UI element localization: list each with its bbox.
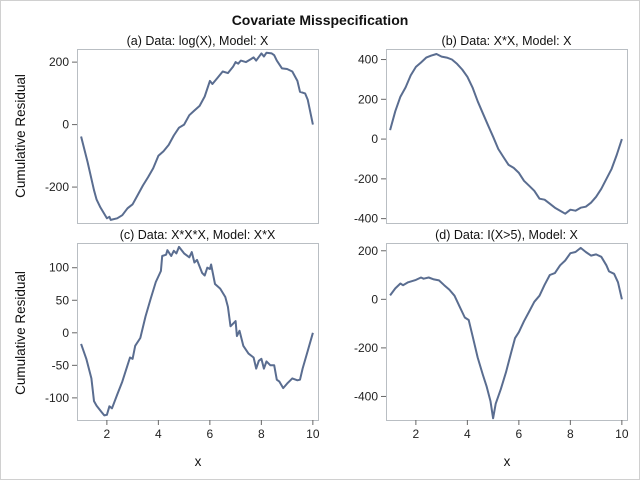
panel-b: (b) Data: X*X, Model: X 400 200 0 -200 -400 — [354, 34, 628, 226]
y-axis-label-bottom: Cumulative Residual — [13, 271, 28, 395]
plot-frame — [77, 243, 319, 421]
y-tick-label: -50 — [52, 358, 70, 372]
x-tick-label: 6 — [516, 427, 523, 441]
y-tick-label: 200 — [358, 92, 378, 106]
x-axis-label-left: x — [195, 454, 202, 469]
y-tick-label: 50 — [56, 293, 70, 307]
y-tick-label: -100 — [45, 391, 69, 405]
x-tick-label: 2 — [104, 427, 111, 441]
y-axis-label-top: Cumulative Residual — [13, 74, 28, 198]
y-tick-label: 0 — [62, 118, 69, 132]
panel-a: (a) Data: log(X), Model: X 200 0 -200 — [45, 34, 319, 224]
x-tick-label: 4 — [464, 427, 471, 441]
plot-frame — [77, 49, 319, 224]
y-tick-label: -200 — [354, 172, 378, 186]
y-tick-label: 0 — [371, 292, 378, 306]
panel-c: (c) Data: X*X*X, Model: X*X 100 50 0 -50 -100… — [45, 228, 320, 441]
panel-title: (b) Data: X*X, Model: X — [442, 34, 573, 48]
x-tick-label: 6 — [207, 427, 214, 441]
y-tick-label: 0 — [371, 132, 378, 146]
plot-frame — [386, 49, 628, 224]
series-line — [80, 51, 314, 221]
x-tick-label: 8 — [258, 427, 265, 441]
y-tick-label: -200 — [45, 180, 69, 194]
series-line — [80, 245, 314, 417]
panel-title: (a) Data: log(X), Model: X — [127, 34, 269, 48]
y-tick-label: -400 — [354, 212, 378, 226]
panel-d: (d) Data: I(X>5), Model: X 200 0 -200 -400 2 4… — [354, 228, 629, 441]
x-axis-label-right: x — [504, 454, 511, 469]
chart-title: Covariate Misspecification — [232, 12, 409, 28]
y-tick-label: -400 — [354, 389, 378, 403]
y-tick-label: 200 — [358, 244, 378, 258]
y-tick-label: -200 — [354, 341, 378, 355]
y-tick-label: 100 — [49, 261, 69, 275]
series-line — [389, 53, 623, 215]
x-tick-label: 4 — [155, 427, 162, 441]
x-tick-label: 10 — [306, 427, 320, 441]
y-tick-label: 200 — [49, 55, 69, 69]
series-line — [389, 246, 623, 420]
y-tick-label: 0 — [62, 326, 69, 340]
x-tick-label: 8 — [567, 427, 574, 441]
x-tick-label: 10 — [615, 427, 629, 441]
y-tick-label: 400 — [358, 53, 378, 67]
plot-frame — [386, 243, 628, 421]
panel-title: (d) Data: I(X>5), Model: X — [435, 228, 578, 242]
panel-title: (c) Data: X*X*X, Model: X*X — [120, 228, 276, 242]
x-tick-label: 2 — [413, 427, 420, 441]
